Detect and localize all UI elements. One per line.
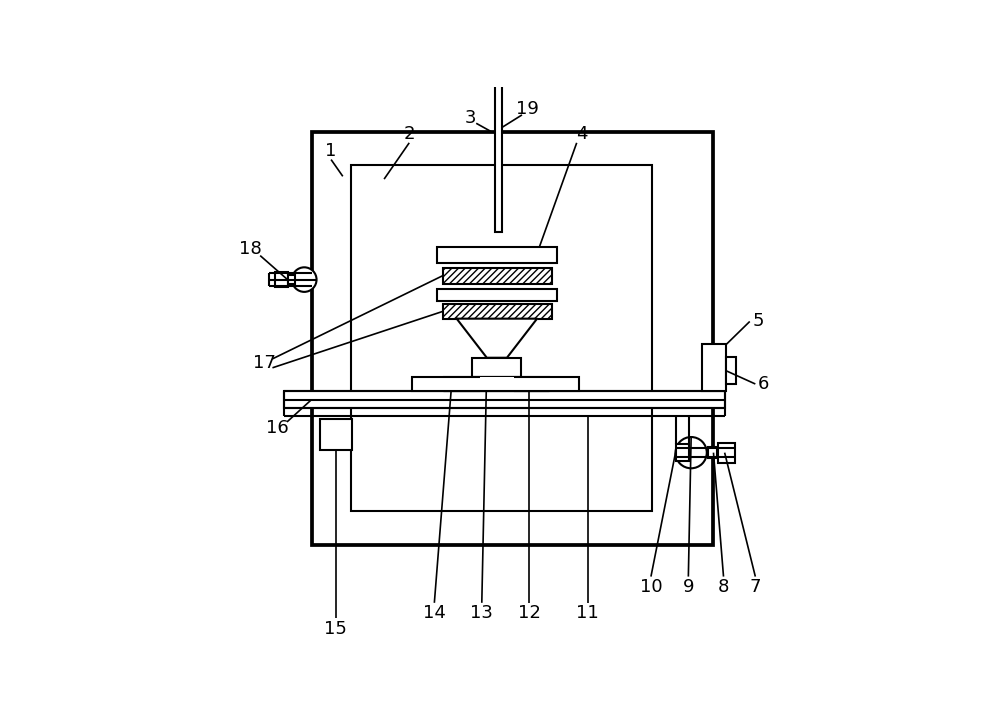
Bar (702, 344, 726, 392)
Text: 2: 2 (403, 125, 415, 144)
Bar (412, 377, 579, 392)
Bar (351, 165, 652, 511)
Text: 11: 11 (576, 604, 599, 622)
Bar (708, 447, 717, 458)
Text: 9: 9 (683, 578, 694, 596)
Text: 15: 15 (324, 619, 347, 637)
Bar (437, 289, 557, 301)
Text: 5: 5 (752, 312, 764, 331)
Text: 17: 17 (253, 355, 276, 373)
Text: 3: 3 (465, 109, 476, 127)
Text: 8: 8 (718, 578, 729, 596)
Bar (480, 377, 514, 389)
Circle shape (676, 437, 707, 468)
Text: 10: 10 (640, 578, 662, 596)
Circle shape (292, 268, 317, 292)
Text: 13: 13 (470, 604, 493, 622)
Bar (726, 357, 736, 384)
Bar (275, 273, 288, 287)
Bar (284, 392, 725, 408)
Text: 4: 4 (577, 125, 588, 144)
Text: 7: 7 (750, 578, 761, 596)
Bar (288, 275, 295, 284)
Bar (718, 442, 735, 463)
Polygon shape (457, 319, 537, 357)
Bar (444, 377, 549, 392)
Text: 16: 16 (266, 418, 288, 436)
Text: 19: 19 (516, 100, 539, 118)
Text: 12: 12 (518, 604, 541, 622)
Bar (312, 132, 713, 544)
Bar (437, 247, 557, 263)
Bar (472, 357, 521, 377)
Bar (443, 268, 552, 283)
Bar (320, 419, 352, 450)
Text: 1: 1 (325, 142, 337, 160)
Bar (443, 304, 552, 319)
Text: 18: 18 (239, 240, 261, 258)
Bar (676, 444, 689, 461)
Bar (495, 76, 502, 232)
Text: 14: 14 (423, 604, 446, 622)
Text: 6: 6 (758, 375, 769, 393)
